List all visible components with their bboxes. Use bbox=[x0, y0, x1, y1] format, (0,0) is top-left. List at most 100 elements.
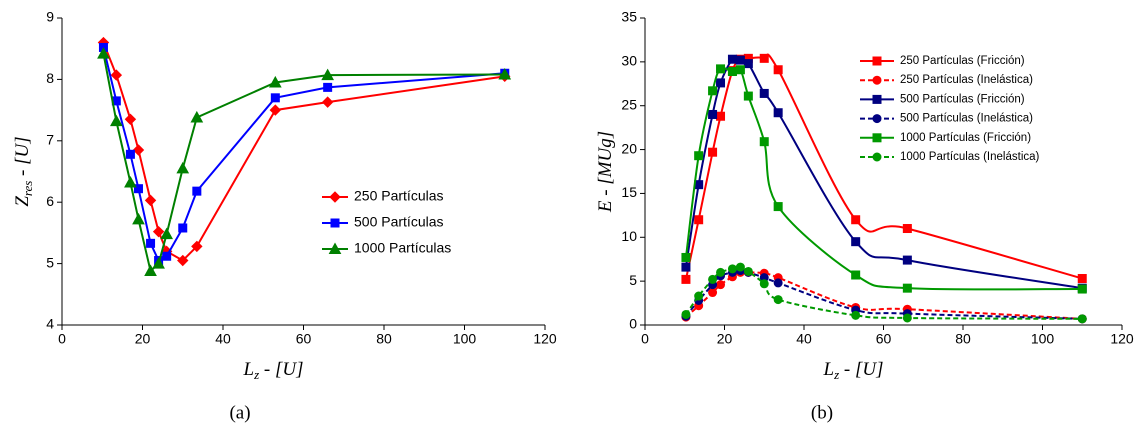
marker bbox=[902, 255, 912, 265]
label-sub: z bbox=[833, 367, 839, 382]
marker bbox=[694, 215, 704, 225]
legend-label: 500 Partículas (Fricción) bbox=[900, 93, 1025, 105]
x-tick-label: 0 bbox=[641, 331, 649, 347]
marker bbox=[681, 274, 691, 284]
marker bbox=[160, 227, 173, 240]
label-rest: - [U] bbox=[839, 359, 883, 380]
marker bbox=[1077, 284, 1087, 294]
legend-label: 250 Partículas (Inelástica) bbox=[900, 74, 1033, 86]
y-tick-label: 10 bbox=[621, 228, 637, 244]
marker bbox=[176, 161, 190, 174]
marker bbox=[124, 113, 137, 126]
x-tick-label: 40 bbox=[796, 331, 812, 347]
marker bbox=[152, 257, 165, 269]
marker bbox=[146, 238, 156, 248]
marker bbox=[708, 288, 718, 298]
marker bbox=[851, 237, 861, 247]
marker bbox=[329, 191, 341, 203]
marker bbox=[872, 75, 882, 85]
axis-label: E - [MUg] bbox=[595, 131, 616, 213]
marker bbox=[132, 144, 145, 156]
marker bbox=[192, 186, 202, 196]
legend-label: 500 Partículas bbox=[354, 214, 444, 230]
marker bbox=[773, 202, 783, 212]
y-tick-label: 9 bbox=[46, 9, 54, 25]
y-tick-label: 20 bbox=[621, 140, 637, 156]
marker bbox=[190, 110, 204, 123]
x-tick-label: 80 bbox=[376, 331, 392, 347]
marker bbox=[902, 224, 912, 234]
caption: (a) bbox=[229, 402, 250, 423]
marker bbox=[125, 149, 135, 159]
y-tick-label: 15 bbox=[621, 184, 637, 200]
marker bbox=[727, 67, 737, 77]
marker bbox=[109, 114, 123, 127]
legend-label: 1000 Partículas (Inelástica) bbox=[900, 151, 1040, 163]
marker bbox=[97, 47, 110, 59]
label-sub: z bbox=[253, 367, 259, 382]
marker bbox=[872, 133, 882, 143]
marker bbox=[178, 223, 188, 233]
marker bbox=[716, 64, 726, 74]
marker bbox=[177, 254, 189, 267]
axis-label: Zres - [U] bbox=[12, 136, 35, 206]
marker bbox=[735, 65, 745, 75]
marker bbox=[759, 53, 769, 63]
marker bbox=[902, 283, 912, 293]
marker bbox=[681, 262, 691, 272]
x-tick-label: 60 bbox=[296, 331, 312, 347]
marker bbox=[716, 267, 726, 277]
marker bbox=[144, 264, 157, 276]
marker bbox=[268, 75, 282, 88]
y-tick-label: 0 bbox=[629, 316, 637, 332]
marker bbox=[716, 280, 726, 290]
series-line bbox=[102, 47, 505, 262]
caption: (b) bbox=[811, 402, 833, 423]
y-tick-label: 4 bbox=[46, 316, 54, 332]
marker bbox=[708, 109, 718, 119]
label-rest: - [U] bbox=[259, 359, 303, 380]
x-tick-label: 20 bbox=[717, 331, 733, 347]
x-tick-label: 60 bbox=[876, 331, 892, 347]
marker bbox=[708, 86, 718, 96]
marker bbox=[743, 266, 753, 276]
y-tick-label: 6 bbox=[46, 193, 54, 209]
marker bbox=[759, 88, 769, 98]
marker bbox=[708, 147, 718, 157]
marker bbox=[124, 176, 137, 188]
label-main: Z bbox=[12, 196, 33, 207]
marker bbox=[872, 114, 882, 124]
label-sub: res bbox=[20, 181, 35, 196]
marker bbox=[270, 93, 280, 103]
marker bbox=[773, 278, 783, 288]
marker bbox=[743, 59, 753, 69]
marker bbox=[323, 82, 333, 92]
legend-label: 250 Partículas (Fricción) bbox=[900, 55, 1025, 67]
marker bbox=[773, 295, 783, 305]
label-main: E - [MUg] bbox=[595, 131, 616, 213]
marker bbox=[269, 104, 282, 116]
axis-label: Lz - [U] bbox=[823, 359, 884, 382]
marker bbox=[727, 264, 737, 274]
y-tick-label: 5 bbox=[46, 254, 54, 270]
x-tick-label: 40 bbox=[215, 331, 231, 347]
marker bbox=[743, 91, 753, 101]
legend-label: 500 Partículas (Inelástica) bbox=[900, 113, 1033, 125]
axis-label: Lz - [U] bbox=[243, 359, 304, 382]
y-tick-label: 5 bbox=[629, 272, 637, 288]
marker bbox=[851, 215, 861, 225]
marker bbox=[872, 56, 882, 66]
marker bbox=[191, 240, 203, 253]
marker bbox=[330, 218, 340, 228]
marker bbox=[1077, 274, 1087, 284]
series-line bbox=[685, 269, 1083, 320]
marker bbox=[872, 94, 882, 104]
marker bbox=[498, 67, 512, 80]
marker bbox=[152, 225, 165, 238]
marker bbox=[681, 309, 691, 319]
y-tick-label: 8 bbox=[46, 70, 54, 86]
marker bbox=[328, 242, 342, 254]
marker bbox=[851, 270, 861, 280]
marker bbox=[773, 65, 783, 75]
